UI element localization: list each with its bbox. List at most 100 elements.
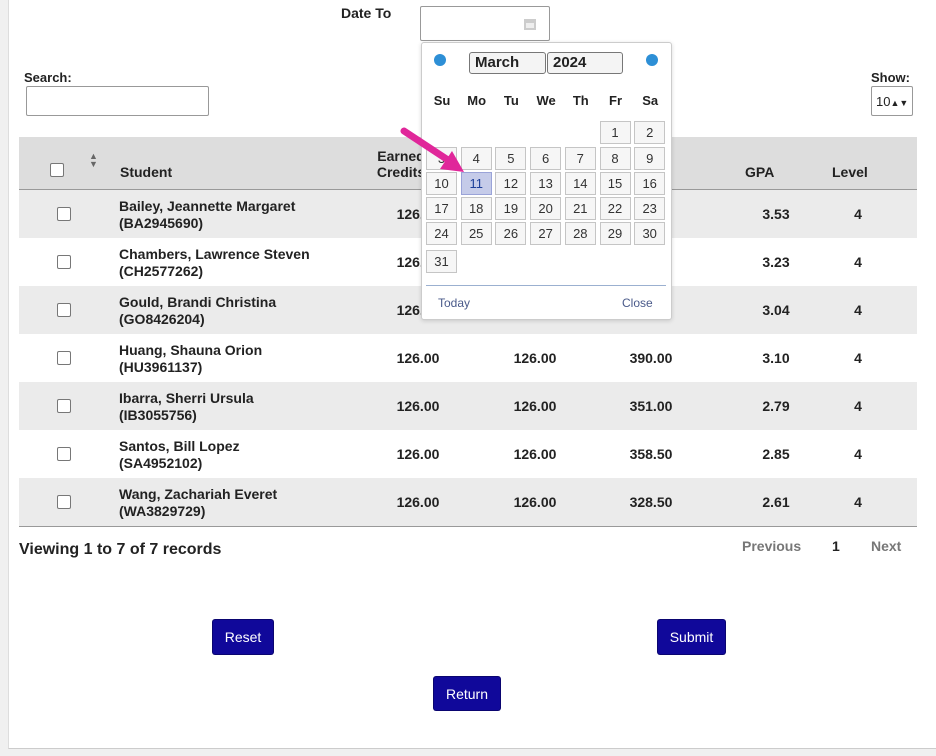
today-button[interactable]: Today [438,296,471,310]
weekday: Th [572,93,589,108]
day-cell[interactable]: 17 [426,197,457,220]
row-checkbox[interactable] [57,495,71,509]
day-cell[interactable]: 13 [530,172,562,195]
day-cell[interactable]: 26 [495,222,527,245]
day-cell[interactable]: 31 [426,250,457,273]
cell-level: 4 [854,206,862,222]
table-row: Wang, Zachariah Everet (WA3829729) 126.00 1… [19,478,917,526]
cell-level: 4 [854,398,862,414]
day-cell[interactable]: 29 [599,222,631,245]
row-checkbox[interactable] [57,207,71,221]
cell-earned: 126.00 [396,398,440,414]
weekday: Tu [503,93,519,108]
header-level[interactable]: Level [832,164,868,180]
select-all-checkbox[interactable] [50,163,64,177]
student-name: Wang, Zachariah Everet [119,486,278,502]
day-cell[interactable]: 11 [460,172,492,195]
student-name: Chambers, Lawrence Steven [119,246,310,262]
close-button[interactable]: Close [622,296,653,310]
day-cell[interactable]: 14 [564,172,596,195]
day-cell[interactable]: 12 [495,172,527,195]
day-cell[interactable]: 28 [564,222,596,245]
day-cell[interactable]: 5 [495,147,527,170]
show-select[interactable]: 10▲▼ [871,86,913,116]
row-checkbox[interactable] [57,447,71,461]
day-cell[interactable]: 15 [599,172,631,195]
row-checkbox[interactable] [57,351,71,365]
student-id: (CH2577262) [119,263,204,279]
row-checkbox[interactable] [57,399,71,413]
submit-button[interactable]: Submit [658,620,725,654]
day-cell[interactable]: 2 [634,121,666,144]
cell-level: 4 [854,302,862,318]
day-cell[interactable]: 24 [426,222,457,245]
day-cell[interactable]: 30 [634,222,666,245]
date-to-input[interactable] [420,6,550,41]
previous-link[interactable]: Previous [742,538,802,554]
day-cell[interactable]: 25 [460,222,492,245]
cell-col4: 351.00 [629,398,673,414]
cell-gpa: 2.61 [762,494,790,510]
header-gpa[interactable]: GPA [745,164,775,180]
day-cell[interactable]: 1 [599,121,631,144]
day-cell[interactable]: 8 [599,147,631,170]
cell-gpa: 3.23 [762,254,790,270]
month: March [475,54,520,71]
next-link[interactable]: Next [871,538,902,554]
cell-gpa: 2.85 [762,446,790,462]
day-cell[interactable]: 7 [564,147,596,170]
student-name: Bailey, Jeannette Margaret [119,198,296,214]
cell-level: 4 [854,494,862,510]
student-name: Santos, Bill Lopez [119,438,240,454]
weekday: Sa [642,93,659,108]
next-month[interactable] [646,54,658,66]
header-student[interactable]: Student [120,164,173,180]
weekday: We [536,93,556,108]
cell-gpa: 3.10 [762,350,790,366]
day-cell[interactable]: 19 [495,197,527,220]
student-id: (BA2945690) [119,215,204,231]
footer-line [426,285,666,286]
weekday: Su [433,93,451,108]
page-number[interactable]: 1 [832,538,840,554]
table-row: Huang, Shauna Orion (HU3961137) 126.00 126.… [19,334,917,382]
day-cell[interactable]: 20 [530,197,562,220]
day-cell[interactable]: 4 [460,147,492,170]
cell-col3: 126.00 [513,494,557,510]
day-cell[interactable]: 16 [634,172,666,195]
year: 2024 [553,54,587,71]
reset-button[interactable]: Reset [213,620,273,654]
row-checkbox[interactable] [57,255,71,269]
student-id: (WA3829729) [119,503,206,519]
student-id: (SA4952102) [119,455,203,471]
cell-col4: 358.50 [629,446,673,462]
table-row: Santos, Bill Lopez (SA4952102) 126.00 126.0… [19,430,917,478]
day-cell[interactable]: 18 [460,197,492,220]
day-cell[interactable]: 27 [530,222,562,245]
cell-col3: 126.00 [513,398,557,414]
day-cell[interactable]: 6 [530,147,562,170]
day-cell[interactable]: 10 [426,172,457,195]
month-select[interactable]: March [469,52,546,74]
day-cell[interactable]: 23 [634,197,666,220]
calendar-icon [524,19,536,30]
return-button[interactable]: Return [434,677,500,710]
day-cell[interactable]: 22 [599,197,631,220]
cell-gpa: 3.04 [762,302,790,318]
student-name: Huang, Shauna Orion [119,342,263,358]
cell-col3: 126.00 [513,446,557,462]
cell-col4: 328.50 [629,494,673,510]
prev-month[interactable] [434,54,446,66]
day-cell[interactable]: 9 [634,147,666,170]
search-input[interactable] [26,86,209,116]
day-cell[interactable]: 3 [426,147,457,170]
select-arrows: ▲▼ [890,98,909,108]
search-label: Search: [24,70,72,85]
table-row: Ibarra, Sherri Ursula (IB3055756) 126.00 12… [19,382,917,430]
cell-gpa: 2.79 [762,398,790,414]
day-cell[interactable]: 21 [564,197,596,220]
row-checkbox[interactable] [57,303,71,317]
cell-earned: 126.00 [396,350,440,366]
year-select[interactable]: 2024 [547,52,623,74]
show-label: Show: [871,70,910,85]
